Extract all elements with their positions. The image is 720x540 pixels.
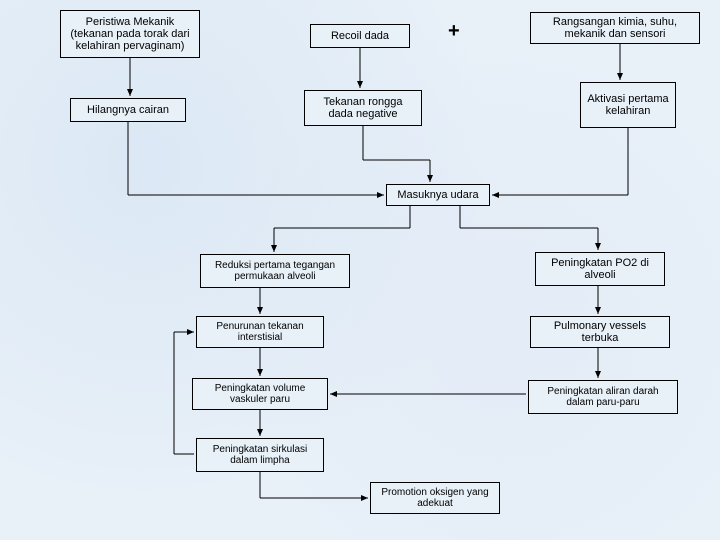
node-label: Peristiwa Mekanik (tekanan pada torak da…	[67, 16, 193, 52]
node-peningkatan-po2: Peningkatan PO2 di alveoli	[535, 252, 665, 286]
node-aktivasi-pertama: Aktivasi pertama kelahiran	[580, 82, 676, 128]
node-label: Hilangnya cairan	[87, 104, 169, 116]
node-label: Masuknya udara	[397, 189, 478, 201]
node-label: Peningkatan sirkulasi dalam limpha	[203, 444, 317, 466]
node-label: Pulmonary vessels terbuka	[537, 320, 663, 344]
node-label: Peningkatan volume vaskuler paru	[199, 383, 321, 405]
node-label: Recoil dada	[331, 30, 389, 42]
node-hilangnya-cairan: Hilangnya cairan	[70, 98, 186, 122]
node-pulmonary-vessels: Pulmonary vessels terbuka	[530, 316, 670, 348]
node-label: Penurunan tekanan interstisial	[203, 321, 317, 343]
node-label: Peningkatan aliran darah dalam paru-paru	[535, 386, 671, 408]
node-label: Tekanan rongga dada negative	[311, 96, 415, 120]
node-masuknya-udara: Masuknya udara	[386, 184, 490, 206]
node-tekanan-rongga: Tekanan rongga dada negative	[304, 90, 422, 126]
node-peningkatan-sirkulasi: Peningkatan sirkulasi dalam limpha	[196, 438, 324, 472]
node-peningkatan-aliran: Peningkatan aliran darah dalam paru-paru	[528, 380, 678, 414]
node-peristiwa-mekanik: Peristiwa Mekanik (tekanan pada torak da…	[60, 10, 200, 58]
node-label: Rangsangan kimia, suhu, mekanik dan sens…	[537, 16, 693, 40]
node-label: Reduksi pertama tegangan permukaan alveo…	[207, 260, 343, 282]
node-penurunan-tekanan: Penurunan tekanan interstisial	[196, 316, 324, 348]
node-reduksi-tegangan: Reduksi pertama tegangan permukaan alveo…	[200, 254, 350, 288]
node-rangsangan-kimia: Rangsangan kimia, suhu, mekanik dan sens…	[530, 12, 700, 44]
node-promotion-oksigen: Promotion oksigen yang adekuat	[370, 482, 500, 514]
node-recoil-dada: Recoil dada	[310, 24, 410, 48]
node-peningkatan-volume: Peningkatan volume vaskuler paru	[192, 378, 328, 410]
node-label: Aktivasi pertama kelahiran	[587, 93, 669, 117]
node-label: Peningkatan PO2 di alveoli	[542, 257, 658, 281]
node-label: Promotion oksigen yang adekuat	[377, 487, 493, 509]
plus-symbol: +	[448, 20, 460, 43]
